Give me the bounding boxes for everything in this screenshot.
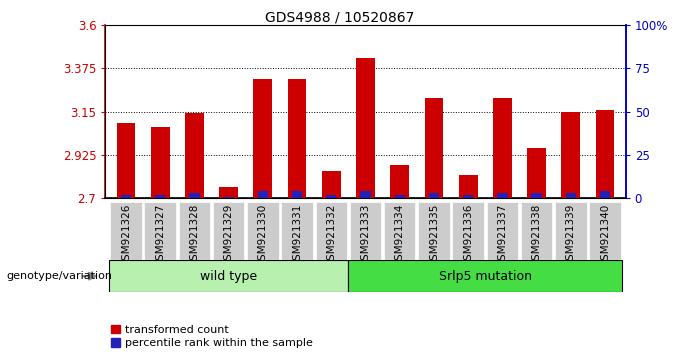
Text: GSM921340: GSM921340 [600, 204, 610, 267]
Bar [121, 195, 131, 198]
Bar [463, 195, 473, 198]
Text: GSM921332: GSM921332 [326, 204, 337, 267]
Legend: transformed count, percentile rank within the sample: transformed count, percentile rank withi… [111, 325, 313, 348]
FancyBboxPatch shape [418, 202, 449, 289]
Text: GSM921338: GSM921338 [532, 204, 541, 267]
FancyBboxPatch shape [555, 202, 587, 289]
Bar [532, 193, 542, 198]
Text: wild type: wild type [200, 270, 257, 282]
Bar [326, 195, 337, 198]
Bar [288, 79, 307, 198]
FancyBboxPatch shape [110, 202, 141, 289]
FancyBboxPatch shape [521, 202, 552, 289]
Text: GSM921328: GSM921328 [190, 204, 199, 267]
Bar [562, 112, 580, 198]
FancyBboxPatch shape [452, 202, 484, 289]
Bar [493, 98, 512, 198]
FancyBboxPatch shape [590, 202, 621, 289]
Bar [189, 193, 199, 198]
FancyBboxPatch shape [316, 202, 347, 289]
Text: genotype/variation: genotype/variation [7, 271, 113, 281]
Text: GSM921335: GSM921335 [429, 204, 439, 267]
Bar [322, 171, 341, 198]
Text: GDS4988 / 10520867: GDS4988 / 10520867 [265, 11, 415, 25]
FancyBboxPatch shape [350, 202, 381, 289]
Bar [116, 123, 135, 198]
Text: Srlp5 mutation: Srlp5 mutation [439, 270, 532, 282]
Text: GSM921327: GSM921327 [155, 204, 165, 267]
FancyBboxPatch shape [282, 202, 313, 289]
FancyBboxPatch shape [213, 202, 244, 289]
Bar [424, 98, 443, 198]
FancyBboxPatch shape [247, 202, 279, 289]
Bar [497, 193, 507, 198]
FancyBboxPatch shape [109, 260, 348, 292]
Text: GSM921333: GSM921333 [360, 204, 371, 267]
Bar [356, 58, 375, 198]
Bar [394, 195, 405, 198]
Text: GSM921330: GSM921330 [258, 204, 268, 267]
Text: GSM921326: GSM921326 [121, 204, 131, 267]
Bar [600, 191, 610, 198]
Bar [527, 148, 546, 198]
Text: GSM921337: GSM921337 [497, 204, 507, 267]
FancyBboxPatch shape [179, 202, 210, 289]
FancyBboxPatch shape [487, 202, 518, 289]
Text: GSM921329: GSM921329 [224, 204, 234, 267]
Bar [390, 165, 409, 198]
Bar [429, 193, 439, 198]
Text: GSM921336: GSM921336 [463, 204, 473, 267]
Bar [292, 191, 302, 198]
Bar [596, 110, 615, 198]
Bar [258, 191, 268, 198]
Bar [459, 175, 477, 198]
Bar [185, 113, 204, 198]
FancyBboxPatch shape [144, 202, 176, 289]
Bar [155, 195, 165, 198]
Bar [151, 127, 169, 198]
FancyBboxPatch shape [384, 202, 415, 289]
Bar [224, 196, 234, 198]
Text: GSM921339: GSM921339 [566, 204, 576, 267]
Text: GSM921331: GSM921331 [292, 204, 302, 267]
Bar [566, 193, 576, 198]
Text: GSM921334: GSM921334 [394, 204, 405, 267]
FancyBboxPatch shape [348, 260, 622, 292]
Bar [360, 191, 371, 198]
Bar [254, 79, 272, 198]
Bar [219, 187, 238, 198]
